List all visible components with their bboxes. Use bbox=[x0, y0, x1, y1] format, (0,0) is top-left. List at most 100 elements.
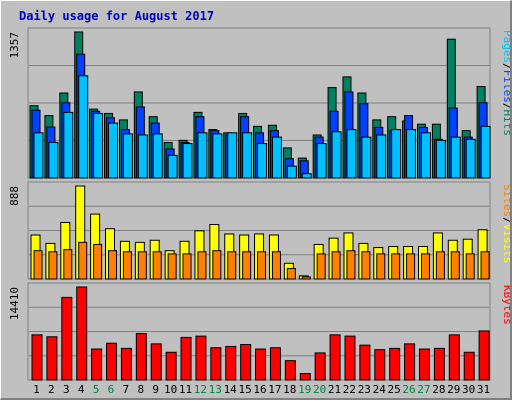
x-tick-label-day-9: 9 bbox=[152, 383, 159, 396]
kbytes-bar-kbytes-day-8 bbox=[135, 333, 147, 381]
visits-sites-bar-sites-day-21 bbox=[331, 251, 341, 280]
visits-sites-bar-sites-day-3 bbox=[63, 249, 73, 280]
kbytes-bar-kbytes-day-6 bbox=[106, 342, 118, 381]
kbytes-bar-kbytes-day-29 bbox=[448, 334, 460, 381]
hits-files-pages-bar-pages-day-13 bbox=[212, 133, 223, 179]
x-tick-label-day-6: 6 bbox=[108, 383, 115, 396]
visits-sites-bar-sites-day-29 bbox=[450, 251, 460, 280]
visits-sites-bar-sites-day-25 bbox=[391, 253, 401, 280]
kbytes-bar-kbytes-day-16 bbox=[255, 348, 267, 381]
x-tick-label-day-30: 30 bbox=[462, 383, 475, 396]
legend-separator: / bbox=[501, 63, 510, 70]
visits-sites-bar-sites-day-15 bbox=[242, 251, 252, 280]
x-tick-label-day-3: 3 bbox=[63, 383, 70, 396]
visits-sites-bar-sites-day-14 bbox=[227, 251, 237, 280]
kbytes-bar-kbytes-day-28 bbox=[433, 347, 445, 381]
hits-files-pages-bar-pages-day-19 bbox=[301, 173, 312, 179]
hits-files-pages-bar-pages-day-31 bbox=[480, 125, 491, 179]
hits-files-pages-bar-pages-day-27 bbox=[420, 132, 431, 179]
kbytes-bar-kbytes-day-1 bbox=[31, 334, 43, 381]
visits-sites-max-label: 888 bbox=[8, 186, 21, 206]
kbytes-bar-kbytes-day-2 bbox=[46, 336, 58, 381]
usage-chart: Daily usage for August 2017 1357Pages/Fi… bbox=[8, 9, 512, 396]
legend-sites: Sites bbox=[501, 184, 510, 217]
visits-sites-bar-sites-day-11 bbox=[182, 253, 192, 280]
hits-files-pages-bar-pages-day-22 bbox=[346, 129, 357, 179]
kbytes-bar-kbytes-day-30 bbox=[463, 351, 475, 381]
kbytes-bar-kbytes-day-12 bbox=[195, 335, 207, 381]
kbytes-bar-kbytes-day-11 bbox=[180, 336, 192, 381]
kbytes-bar-kbytes-day-10 bbox=[165, 351, 177, 381]
visits-sites-bar-sites-day-19 bbox=[301, 276, 311, 280]
kbytes-bar-kbytes-day-21 bbox=[329, 334, 341, 381]
hits-files-pages-bar-pages-day-20 bbox=[316, 143, 327, 179]
hits-files-pages-bar-pages-day-18 bbox=[286, 165, 297, 179]
x-tick-label-day-8: 8 bbox=[137, 383, 144, 396]
hits-files-pages-bar-pages-day-23 bbox=[361, 136, 372, 179]
x-tick-label-day-1: 1 bbox=[33, 383, 40, 396]
visits-sites-bar-sites-day-1 bbox=[33, 250, 43, 280]
visits-sites-bar-sites-day-20 bbox=[316, 253, 326, 280]
kbytes-bar-kbytes-day-15 bbox=[240, 344, 252, 381]
x-tick-label-day-4: 4 bbox=[78, 383, 85, 396]
legend-pages: Pages bbox=[501, 30, 510, 63]
x-tick-label-day-16: 16 bbox=[253, 383, 266, 396]
x-tick-label-day-14: 14 bbox=[224, 383, 238, 396]
hits-files-pages-bar-pages-day-7 bbox=[122, 133, 133, 179]
x-tick-label-day-25: 25 bbox=[388, 383, 401, 396]
x-tick-label-day-10: 10 bbox=[164, 383, 177, 396]
hits-files-pages-bar-pages-day-2 bbox=[48, 141, 59, 179]
x-tick-label-day-29: 29 bbox=[447, 383, 460, 396]
x-tick-label-day-13: 13 bbox=[209, 383, 222, 396]
x-tick-label-day-22: 22 bbox=[343, 383, 356, 396]
hits-files-pages-bar-pages-day-29 bbox=[450, 136, 461, 179]
hits-files-pages-bar-pages-day-28 bbox=[435, 139, 446, 179]
x-tick-label-day-28: 28 bbox=[432, 383, 445, 396]
visits-sites-bar-sites-day-2 bbox=[48, 251, 58, 280]
chart-title: Daily usage for August 2017 bbox=[19, 9, 214, 23]
visits-sites-bar-sites-day-18 bbox=[286, 268, 296, 280]
visits-sites-bar-sites-day-5 bbox=[93, 243, 103, 280]
legend-separator: / bbox=[501, 103, 510, 110]
visits-sites-bar-sites-day-24 bbox=[376, 253, 386, 280]
visits-sites-bar-sites-day-7 bbox=[122, 251, 132, 280]
legend-separator: / bbox=[501, 217, 510, 224]
hits-files-pages-bar-pages-day-10 bbox=[167, 154, 178, 179]
kbytes-bar-kbytes-day-27 bbox=[418, 348, 430, 381]
visits-sites-bar-sites-day-23 bbox=[361, 251, 371, 280]
kbytes-bar-kbytes-day-31 bbox=[478, 330, 490, 381]
hits-files-pages-legend: Pages/Files/Hits bbox=[501, 30, 510, 136]
x-tick-label-day-12: 12 bbox=[194, 383, 207, 396]
kbytes-bar-kbytes-day-22 bbox=[344, 335, 356, 381]
x-tick-label-day-11: 11 bbox=[179, 383, 192, 396]
kbytes-bar-kbytes-day-25 bbox=[389, 347, 401, 381]
x-tick-label-day-15: 15 bbox=[238, 383, 251, 396]
x-tick-label-day-27: 27 bbox=[417, 383, 430, 396]
visits-sites-bar-sites-day-4 bbox=[78, 241, 88, 280]
hits-files-pages-max-label: 1357 bbox=[8, 32, 21, 59]
kbytes-max-label: 14410 bbox=[8, 287, 21, 320]
x-tick-label-day-18: 18 bbox=[283, 383, 296, 396]
x-tick-label-day-31: 31 bbox=[477, 383, 490, 396]
x-tick-label-day-5: 5 bbox=[93, 383, 100, 396]
hits-files-pages-bar-pages-day-26 bbox=[406, 129, 417, 179]
hits-files-pages-bar-pages-day-6 bbox=[108, 122, 119, 179]
visits-sites-bar-sites-day-8 bbox=[137, 251, 147, 280]
hits-files-pages-bar-pages-day-1 bbox=[33, 132, 44, 179]
kbytes-bar-kbytes-day-13 bbox=[210, 347, 222, 381]
x-tick-label-day-20: 20 bbox=[313, 383, 326, 396]
hits-files-pages-bar-pages-day-25 bbox=[391, 129, 402, 179]
visits-sites-bar-sites-day-27 bbox=[420, 253, 430, 280]
x-tick-label-day-21: 21 bbox=[328, 383, 341, 396]
visits-sites-bar-sites-day-30 bbox=[465, 253, 475, 280]
visits-sites-bar-sites-day-6 bbox=[108, 250, 118, 280]
x-tick-label-day-19: 19 bbox=[298, 383, 311, 396]
kbytes-bar-kbytes-day-9 bbox=[150, 343, 162, 381]
hits-files-pages-bar-pages-day-5 bbox=[93, 112, 104, 179]
hits-files-pages-bar-pages-day-8 bbox=[137, 134, 148, 179]
visits-sites-bar-sites-day-16 bbox=[257, 251, 267, 280]
visits-sites-bar-sites-day-17 bbox=[271, 251, 281, 280]
legend-kbytes: KBytes bbox=[501, 285, 510, 325]
legend-files: Files bbox=[501, 70, 510, 103]
hits-files-pages-bar-pages-day-17 bbox=[271, 136, 282, 179]
